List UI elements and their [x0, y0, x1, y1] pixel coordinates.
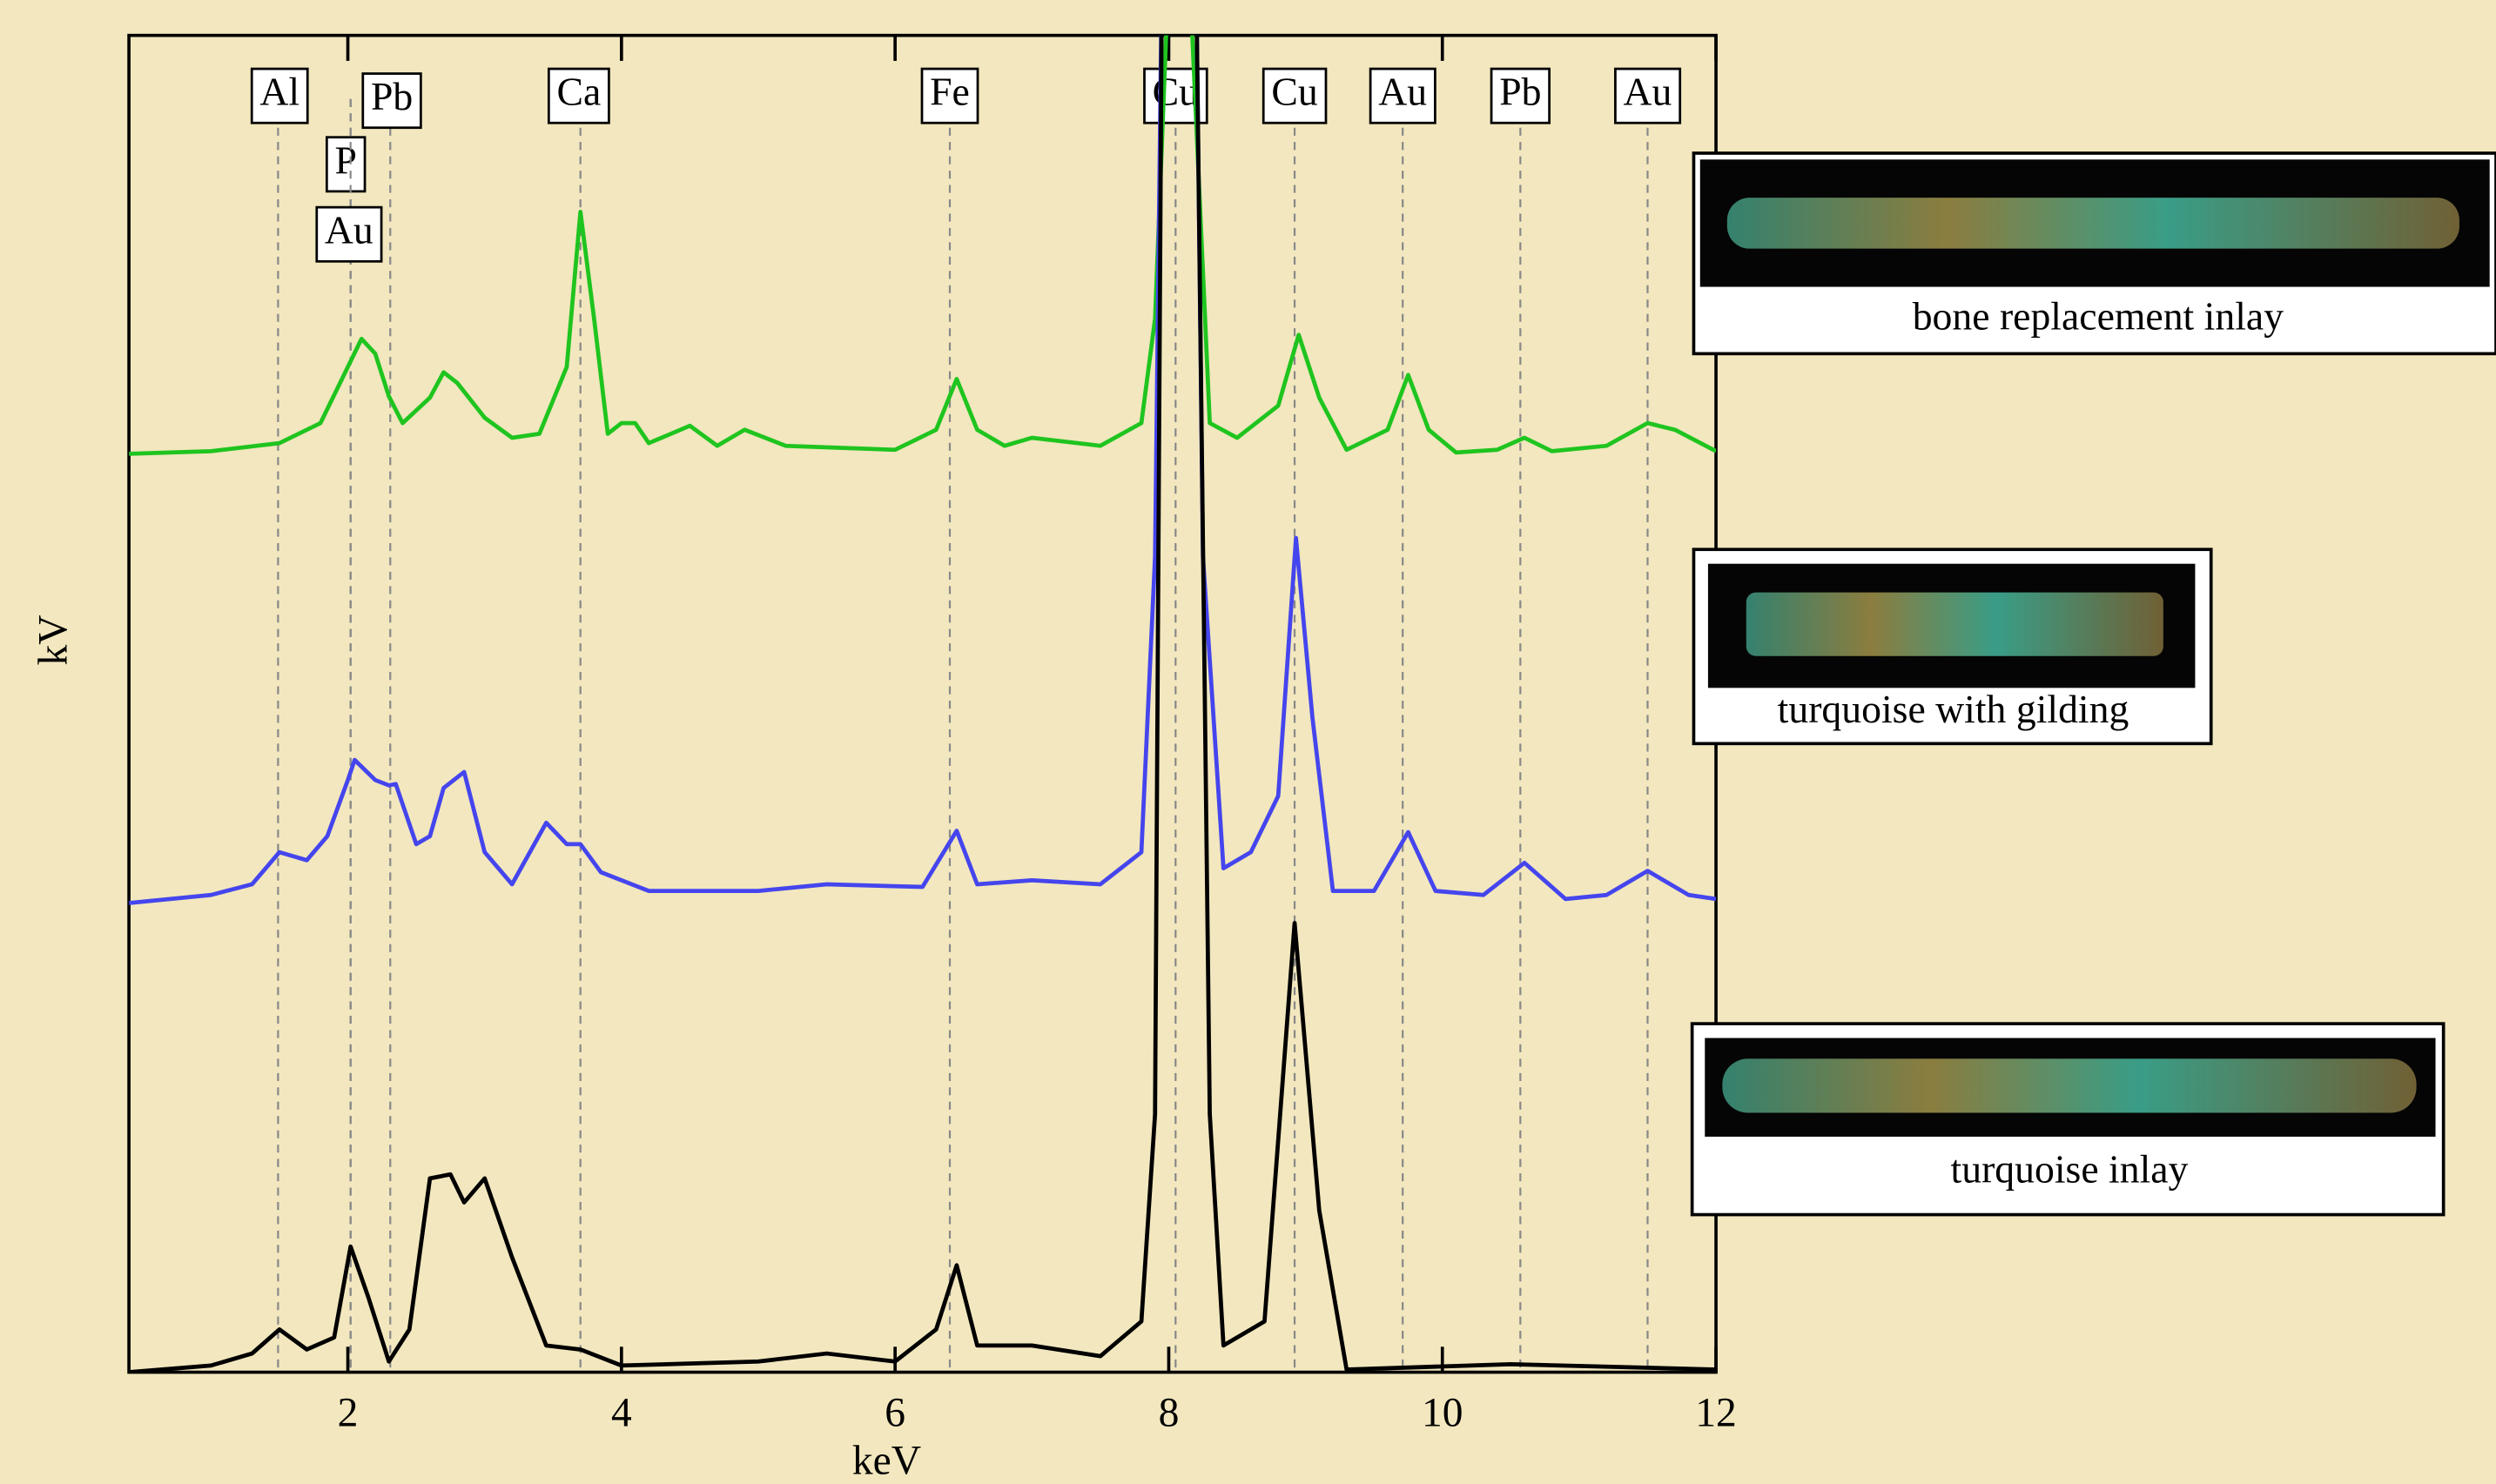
element-label-box — [1490, 67, 1551, 124]
element-label: Pb — [1499, 70, 1541, 114]
photo-object — [1722, 1058, 2417, 1113]
x-axis-label: keV — [852, 1439, 921, 1484]
element-label-box — [250, 67, 309, 124]
element-label-box — [361, 72, 422, 130]
element-label: Pb — [371, 74, 413, 118]
element-label-box — [920, 67, 979, 124]
spectrum-line — [129, 35, 1717, 905]
element-label: Ca — [556, 70, 601, 114]
element-label: Au — [1624, 70, 1672, 114]
element-label-box — [315, 205, 383, 263]
element-label: Au — [1378, 70, 1427, 114]
x-tick-label: 10 — [1422, 1391, 1463, 1436]
photo-object — [1746, 592, 2163, 656]
spectrum-line — [129, 35, 1717, 456]
element-label-box — [1369, 67, 1436, 124]
element-label-box — [325, 136, 367, 193]
element-label: Al — [259, 70, 299, 114]
element-label: P — [334, 138, 356, 182]
inset-caption: bone replacement inlay — [1913, 293, 2284, 338]
inset-caption: turquoise inlay — [1951, 1146, 2189, 1191]
x-tick-label: 8 — [1159, 1391, 1180, 1436]
element-label-box — [1614, 67, 1682, 124]
insets: bone replacement inlay turquoise with gi… — [1690, 151, 2496, 1217]
x-tick-label: 2 — [338, 1391, 359, 1436]
element-label-box — [547, 67, 610, 124]
y-axis-label: kV — [31, 614, 77, 665]
x-tick-label: 6 — [885, 1391, 905, 1436]
spectrum-line — [129, 35, 1717, 1373]
photo-object — [1726, 198, 2459, 249]
element-label-box — [1261, 67, 1328, 124]
element-label: Au — [325, 208, 373, 252]
element-label: Fe — [930, 70, 970, 114]
inset-caption: turquoise with gilding — [1778, 687, 2129, 731]
x-tick-label: 12 — [1695, 1391, 1737, 1436]
element-label: Cu — [1271, 70, 1317, 114]
series-group — [129, 35, 1717, 1373]
x-tick-label: 4 — [611, 1391, 632, 1436]
